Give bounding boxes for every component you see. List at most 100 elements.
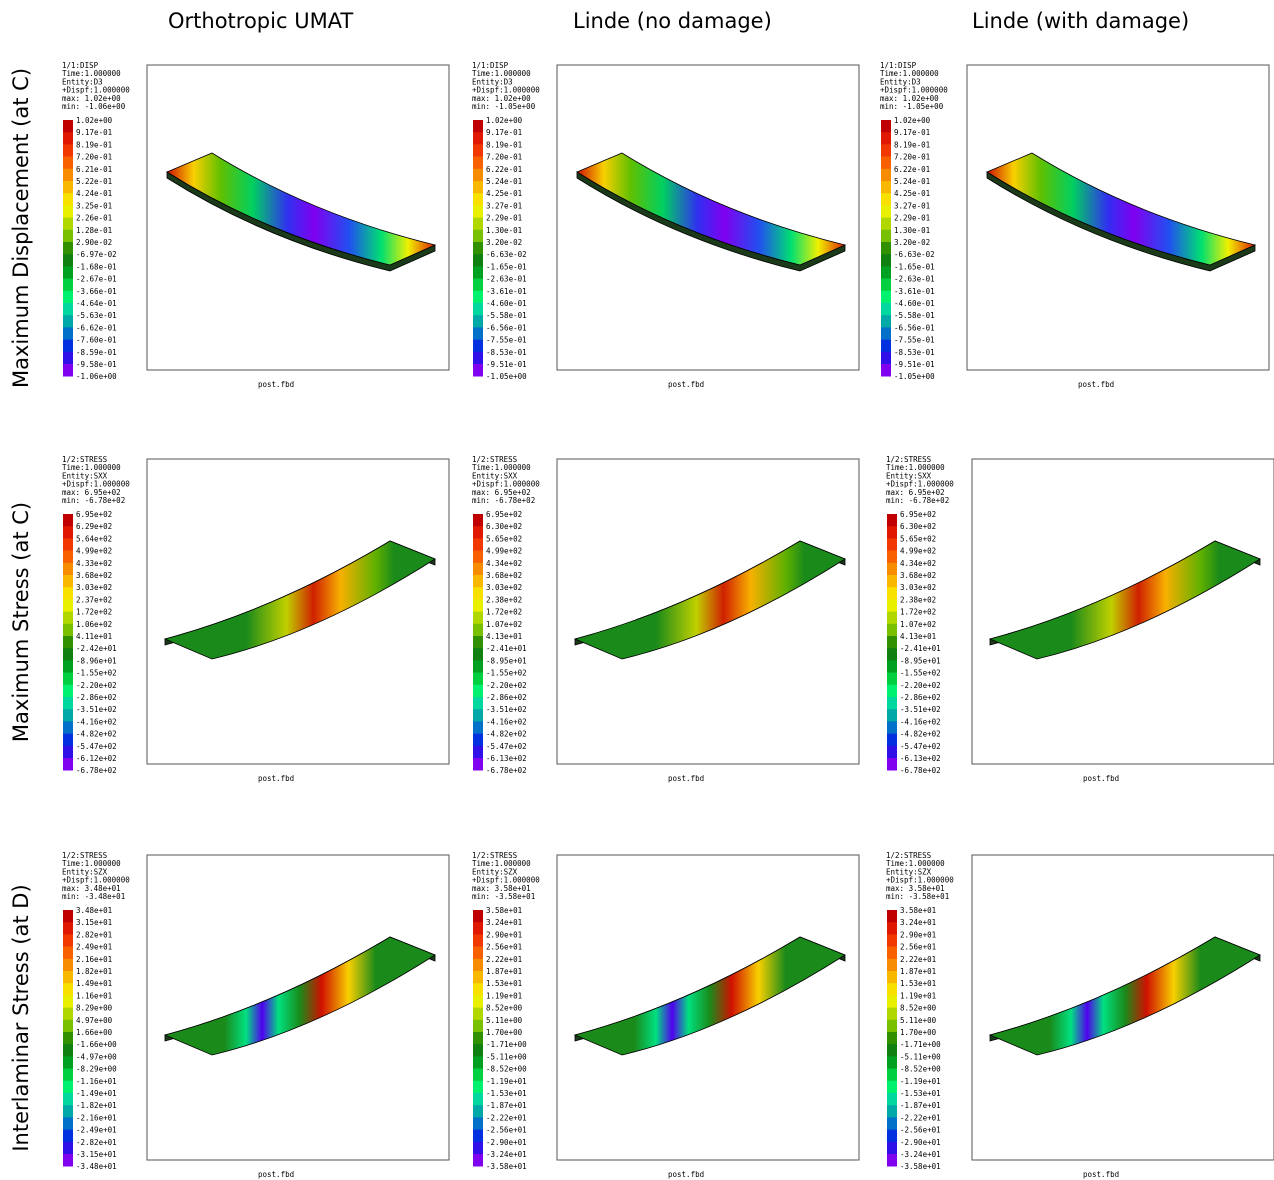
legend-label: 2.37e+02 xyxy=(76,595,112,604)
legend-label: -1.06e+00 xyxy=(76,372,117,381)
color-swatch xyxy=(473,551,483,564)
legend-label: 3.48e+01 xyxy=(76,906,112,915)
figure: Orthotropic UMATLinde (no damage)Linde (… xyxy=(0,0,1274,1180)
panel-footer: post.fbd xyxy=(258,1170,294,1179)
color-swatch xyxy=(63,910,73,923)
color-swatch xyxy=(63,709,73,722)
color-swatch xyxy=(473,721,483,734)
row-title: Interlaminar Stress (at D) xyxy=(9,884,33,1151)
legend-label: -4.82e+02 xyxy=(486,730,527,739)
color-swatch xyxy=(63,514,73,527)
legend-label: -9.51e-01 xyxy=(894,360,935,369)
legend-label: 6.22e-01 xyxy=(486,165,522,174)
color-swatch xyxy=(887,1130,897,1143)
legend-label: 9.17e-01 xyxy=(486,128,522,137)
color-swatch xyxy=(473,230,483,243)
legend-label: -2.56e+01 xyxy=(486,1126,527,1135)
legend-label: -3.61e-01 xyxy=(894,287,935,296)
color-swatch xyxy=(473,205,483,218)
color-swatch xyxy=(63,758,73,771)
legend-label: 7.20e-01 xyxy=(486,153,522,162)
legend-label: 2.22e+01 xyxy=(486,955,522,964)
color-swatch xyxy=(63,1093,73,1106)
legend-label: -1.71e+00 xyxy=(486,1040,527,1049)
color-swatch xyxy=(881,315,891,328)
legend-label: 5.64e+02 xyxy=(76,534,112,543)
color-swatch xyxy=(63,1069,73,1082)
color-swatch xyxy=(63,230,73,243)
row-title: Maximum Displacement (at C) xyxy=(9,68,33,388)
color-swatch xyxy=(881,132,891,145)
plate-surface xyxy=(575,541,845,659)
legend-label: -3.15e+01 xyxy=(76,1150,117,1159)
legend-label: -6.13e+02 xyxy=(900,754,941,763)
legend-label: -2.49e+01 xyxy=(76,1126,117,1135)
color-swatch xyxy=(887,1069,897,1082)
color-swatch xyxy=(887,947,897,960)
legend-label: 6.95e+02 xyxy=(76,510,112,519)
color-swatch xyxy=(887,599,897,612)
legend-label: 3.03e+02 xyxy=(486,583,522,592)
legend-label: 2.90e-02 xyxy=(76,238,112,247)
legend-label: 3.25e-01 xyxy=(76,201,112,210)
legend-label: 3.24e+01 xyxy=(900,918,936,927)
color-swatch xyxy=(473,315,483,328)
legend-label: -5.47e+02 xyxy=(76,742,117,751)
legend-label: 1.07e+02 xyxy=(900,620,936,629)
legend-label: 1.70e+00 xyxy=(900,1028,937,1037)
legend-label: -8.53e-01 xyxy=(486,348,527,357)
legend-label: 2.26e-01 xyxy=(76,214,112,223)
color-swatch xyxy=(887,673,897,686)
legend-label: -1.49e+01 xyxy=(76,1089,117,1098)
panel-footer: post.fbd xyxy=(668,380,704,389)
color-swatch xyxy=(63,612,73,625)
legend-label: -4.60e-01 xyxy=(894,299,935,308)
legend-label: -1.55e+02 xyxy=(76,669,117,678)
column-title: Orthotropic UMAT xyxy=(168,9,353,33)
legend-label: -2.86e+02 xyxy=(76,693,117,702)
color-swatch xyxy=(881,218,891,231)
legend-label: 1.53e+01 xyxy=(900,979,936,988)
legend-label: -6.63e-02 xyxy=(486,250,527,259)
legend-label: -1.65e-01 xyxy=(894,262,935,271)
legend-label: 3.03e+02 xyxy=(900,583,936,592)
color-swatch xyxy=(887,1117,897,1130)
color-swatch xyxy=(63,327,73,340)
color-swatch xyxy=(63,721,73,734)
plate-surface xyxy=(165,937,435,1055)
color-swatch xyxy=(473,303,483,316)
legend-label: -2.20e+02 xyxy=(486,681,527,690)
legend-label: 2.49e+01 xyxy=(76,943,112,952)
legend-label: -2.90e+01 xyxy=(486,1138,527,1147)
color-swatch xyxy=(887,1020,897,1033)
color-swatch xyxy=(473,538,483,551)
color-swatch xyxy=(473,624,483,637)
legend-label: -8.95e+01 xyxy=(486,656,527,665)
color-swatch xyxy=(881,364,891,377)
color-swatch xyxy=(63,1056,73,1069)
color-swatch xyxy=(881,279,891,292)
legend-label: 2.16e+01 xyxy=(76,955,112,964)
legend-label: -1.19e+01 xyxy=(900,1077,941,1086)
legend-label: 1.72e+02 xyxy=(900,608,936,617)
color-swatch xyxy=(473,1044,483,1057)
color-swatch xyxy=(473,157,483,170)
legend-label: 3.20e-02 xyxy=(486,238,522,247)
color-swatch xyxy=(63,1154,73,1167)
legend-label: -1.53e+01 xyxy=(486,1089,527,1098)
legend-label: 6.29e+02 xyxy=(76,522,112,531)
color-swatch xyxy=(63,181,73,194)
color-swatch xyxy=(473,181,483,194)
color-swatch xyxy=(63,551,73,564)
legend-label: -5.47e+02 xyxy=(900,742,941,751)
legend-label: 4.11e+01 xyxy=(76,632,112,641)
color-swatch xyxy=(881,120,891,133)
legend-label: 4.99e+02 xyxy=(76,547,112,556)
color-swatch xyxy=(881,230,891,243)
color-swatch xyxy=(63,157,73,170)
legend-label: 5.11e+00 xyxy=(486,1016,523,1025)
color-swatch xyxy=(63,697,73,710)
panel-footer: post.fbd xyxy=(258,774,294,783)
legend-label: -1.05e+00 xyxy=(894,372,935,381)
color-swatch xyxy=(473,947,483,960)
